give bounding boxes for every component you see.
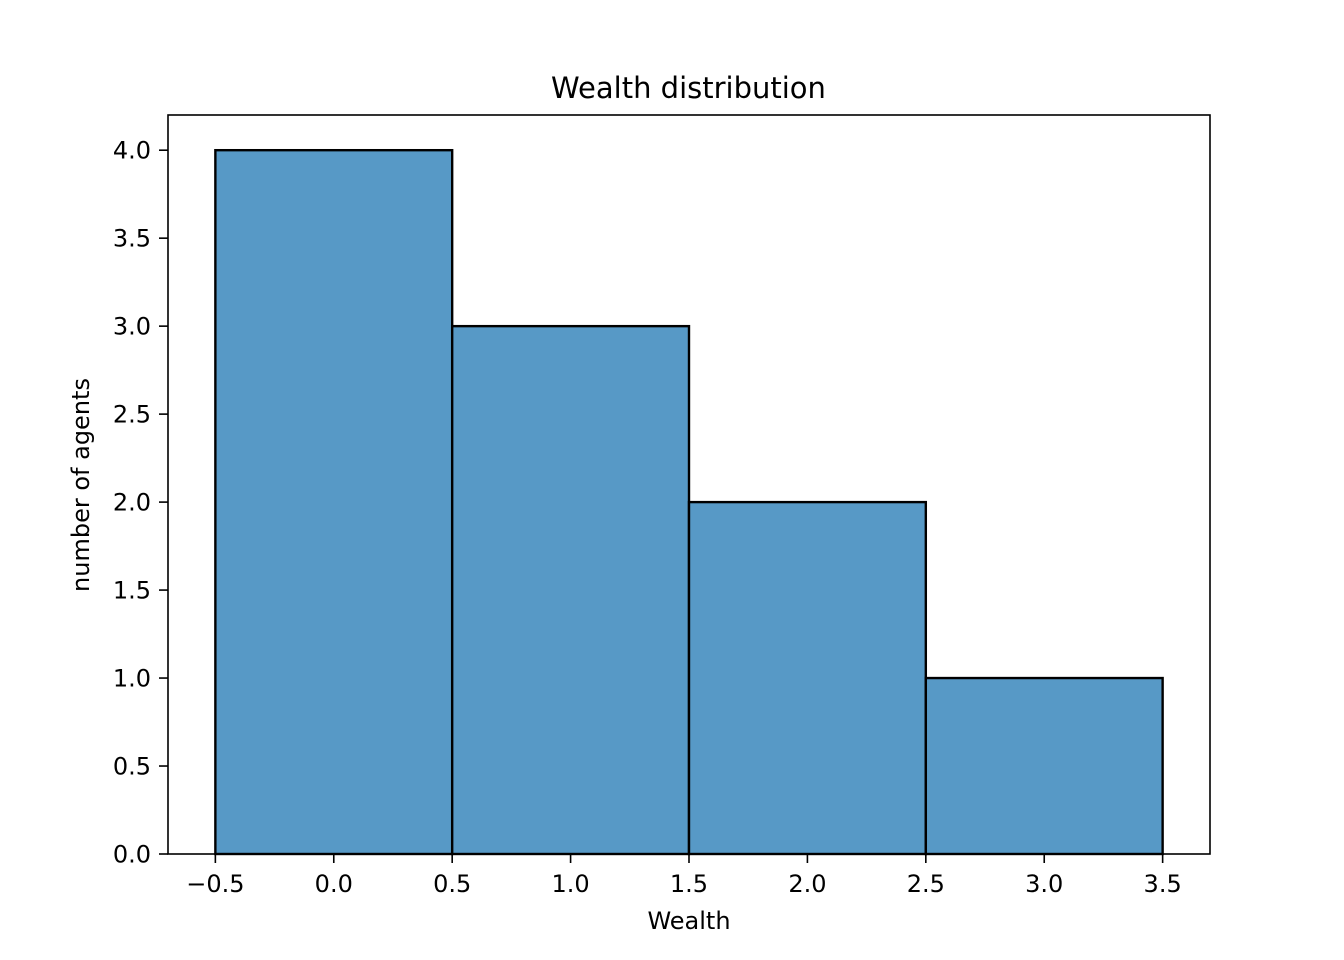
x-tick-label: 2.0 [788, 870, 826, 898]
x-axis: −0.5 0.0 0.5 1.0 1.5 2.0 2.5 3.0 3.5 [186, 854, 1182, 898]
y-tick-label: 2.5 [113, 401, 151, 429]
x-tick-label: 3.0 [1025, 870, 1063, 898]
x-tick-label: 1.5 [670, 870, 708, 898]
x-tick-label: 1.0 [552, 870, 590, 898]
y-tick-label: 1.0 [113, 665, 151, 693]
x-tick-label: 2.5 [907, 870, 945, 898]
x-axis-label: Wealth [647, 907, 730, 935]
y-tick-label: 3.0 [113, 313, 151, 341]
x-tick-label: 0.5 [433, 870, 471, 898]
y-tick-label: 0.0 [113, 841, 151, 869]
x-tick-label: 3.5 [1144, 870, 1182, 898]
y-tick-label: 0.5 [113, 753, 151, 781]
histogram-bar [687, 500, 928, 856]
chart-title: Wealth distribution [551, 71, 826, 105]
histogram-bar [924, 676, 1164, 856]
y-tick-label: 4.0 [113, 137, 151, 165]
histogram-bar [214, 148, 454, 856]
y-axis-label: number of agents [67, 378, 95, 592]
x-tick-label: 0.0 [315, 870, 353, 898]
x-tick-label: −0.5 [186, 870, 244, 898]
y-tick-label: 2.0 [113, 489, 151, 517]
y-axis: 0.0 0.5 1.0 1.5 2.0 2.5 3.0 3.5 4.0 [113, 137, 168, 869]
histogram-bar [450, 324, 691, 856]
bars-group [214, 148, 1164, 856]
y-tick-label: 1.5 [113, 577, 151, 605]
y-tick-label: 3.5 [113, 225, 151, 253]
